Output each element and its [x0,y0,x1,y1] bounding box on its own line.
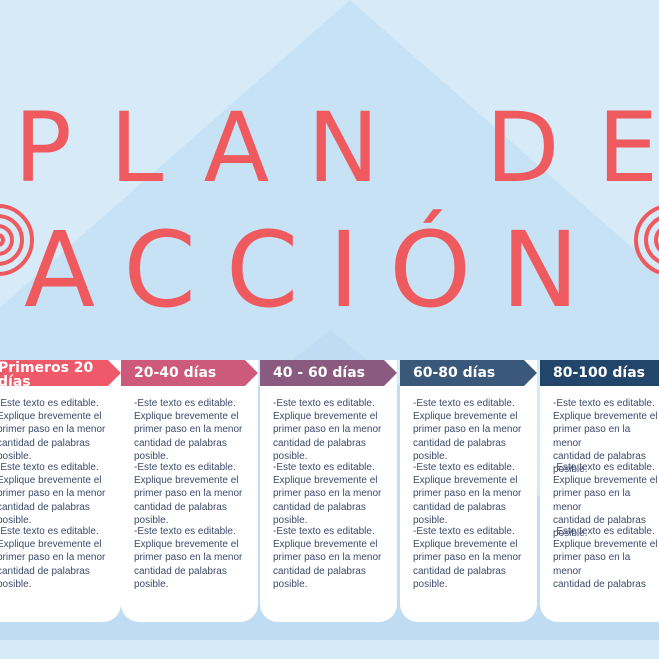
column-4-item-1: -Este texto es editable. Explique brevem… [413,398,522,462]
column-4-item-2: -Este texto es editable. Explique brevem… [413,462,522,526]
spiral-right-icon [634,205,659,275]
column-3-item-2: -Este texto es editable. Explique brevem… [273,462,382,526]
column-3-item-1: -Este texto es editable. Explique brevem… [273,398,382,462]
column-5-item-2: -Este texto es editable. Explique brevem… [553,462,658,540]
column-5-item-1: -Este texto es editable. Explique brevem… [553,398,658,476]
spiral-left-icon [0,204,34,276]
column-card-4: 60-80 días -Este texto es editable. Expl… [400,360,537,622]
title-line-1: PLAN DE [14,92,659,204]
column-header-2: 20-40 días [121,360,258,386]
column-3-item-3: -Este texto es editable. Explique brevem… [273,526,382,590]
column-1-item-3: -Este texto es editable. Explique brevem… [0,526,106,590]
column-2-item-2: -Este texto es editable. Explique brevem… [134,462,243,526]
column-1-item-1: -Este texto es editable. Explique brevem… [0,398,106,462]
column-4-item-3: -Este texto es editable. Explique brevem… [413,526,522,590]
column-card-2: 20-40 días -Este texto es editable. Expl… [121,360,258,622]
column-1-item-2: -Este texto es editable. Explique brevem… [0,462,106,526]
column-header-4: 60-80 días [400,360,537,386]
title-line-2: ACCIÓN [24,209,609,331]
column-header-1: Primeros 20 días [0,360,121,389]
column-card-1: Primeros 20 días -Este texto es editable… [0,360,121,622]
column-card-3: 40 - 60 días -Este texto es editable. Ex… [260,360,397,622]
column-header-3: 40 - 60 días [260,360,397,386]
column-header-5: 80-100 días [540,360,659,386]
column-2-item-3: -Este texto es editable. Explique brevem… [134,526,243,590]
column-5-item-3: -Este texto es editable. Explique brevem… [553,526,658,589]
column-2-item-1: -Este texto es editable. Explique brevem… [134,398,243,462]
column-card-5: 80-100 días -Este texto es editable. Exp… [540,360,659,622]
